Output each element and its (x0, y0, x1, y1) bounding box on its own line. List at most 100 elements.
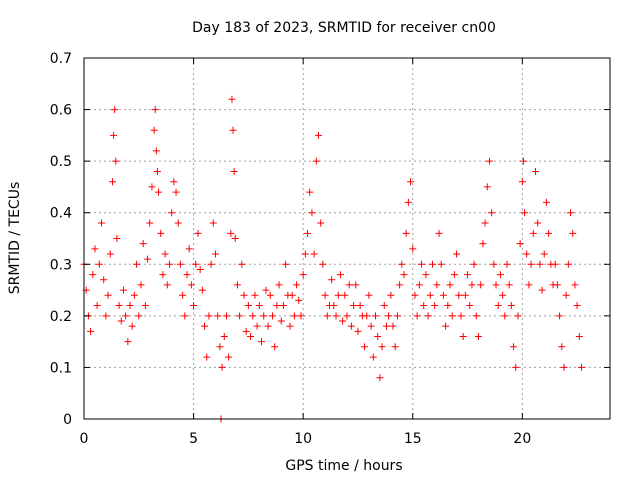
data-point (407, 178, 415, 186)
y-tick-label: 0.6 (50, 103, 72, 119)
data-point (382, 322, 390, 330)
data-point (137, 281, 145, 289)
data-point (453, 250, 461, 258)
data-point (459, 332, 467, 340)
data-point (494, 302, 502, 310)
data-point (461, 291, 469, 299)
data-point (564, 260, 572, 268)
data-point (214, 312, 222, 320)
data-point (369, 353, 377, 361)
data-point (288, 291, 296, 299)
data-point (538, 286, 546, 294)
data-point (339, 317, 347, 325)
data-point (161, 250, 169, 258)
y-tick-label: 0.4 (50, 206, 72, 222)
data-point (230, 167, 238, 175)
data-point (179, 291, 187, 299)
data-point (174, 219, 182, 227)
data-point (553, 281, 561, 289)
data-point (310, 250, 318, 258)
data-point (225, 353, 233, 361)
data-point (220, 332, 228, 340)
data-point (216, 343, 224, 351)
data-point (350, 302, 358, 310)
x-tick-label: 15 (404, 431, 422, 447)
data-point (104, 291, 112, 299)
data-point (111, 106, 119, 114)
data-point (400, 271, 408, 279)
data-point (262, 286, 270, 294)
data-point (376, 374, 384, 382)
data-point (141, 302, 149, 310)
data-point (317, 219, 325, 227)
data-point (521, 209, 529, 217)
data-point (569, 229, 577, 237)
data-point (477, 281, 485, 289)
chart-title: Day 183 of 2023, SRMTID for receiver cn0… (192, 20, 496, 36)
data-point (531, 167, 539, 175)
data-point (150, 126, 158, 134)
data-point (529, 229, 537, 237)
data-point (365, 291, 373, 299)
data-point (260, 312, 268, 320)
data-point (275, 281, 283, 289)
data-point (128, 322, 136, 330)
data-point (301, 250, 309, 258)
data-point (159, 271, 167, 279)
data-point (347, 322, 355, 330)
data-point (279, 302, 287, 310)
data-point (501, 312, 509, 320)
data-point (312, 157, 320, 165)
x-axis-label: GPS time / hours (285, 458, 402, 474)
data-point (209, 219, 217, 227)
data-point (201, 322, 209, 330)
data-point (457, 312, 465, 320)
data-point (139, 240, 147, 248)
data-point (100, 276, 108, 284)
data-point (89, 271, 97, 279)
data-point (93, 302, 101, 310)
y-tick-label: 0.5 (50, 154, 72, 170)
plot-frame (83, 57, 611, 420)
data-point (133, 260, 141, 268)
data-point (503, 260, 511, 268)
data-point (488, 209, 496, 217)
data-point (98, 219, 106, 227)
data-point (130, 291, 138, 299)
data-point (323, 312, 331, 320)
x-tick-label: 20 (513, 431, 531, 447)
data-point (415, 281, 423, 289)
data-point (144, 255, 152, 263)
data-point (450, 271, 458, 279)
data-point (514, 312, 522, 320)
data-point (249, 312, 257, 320)
data-point (106, 250, 114, 258)
data-point (135, 312, 143, 320)
data-point (455, 291, 463, 299)
data-point (343, 312, 351, 320)
data-point (402, 229, 410, 237)
y-tick-label: 0 (63, 412, 72, 428)
data-point (198, 286, 206, 294)
data-point (468, 281, 476, 289)
data-point (534, 219, 542, 227)
data-points (80, 95, 586, 423)
data-point (122, 312, 130, 320)
y-tick-label: 0.2 (50, 309, 72, 325)
data-point (448, 312, 456, 320)
data-point (418, 260, 426, 268)
data-point (244, 302, 252, 310)
data-point (126, 302, 134, 310)
data-point (380, 302, 388, 310)
data-point (411, 291, 419, 299)
y-tick-label: 0.1 (50, 360, 72, 376)
data-point (363, 312, 371, 320)
data-point (251, 291, 259, 299)
data-point (290, 312, 298, 320)
data-point (228, 95, 236, 103)
data-point (466, 302, 474, 310)
data-point (387, 291, 395, 299)
data-point (286, 322, 294, 330)
data-point (148, 183, 156, 191)
